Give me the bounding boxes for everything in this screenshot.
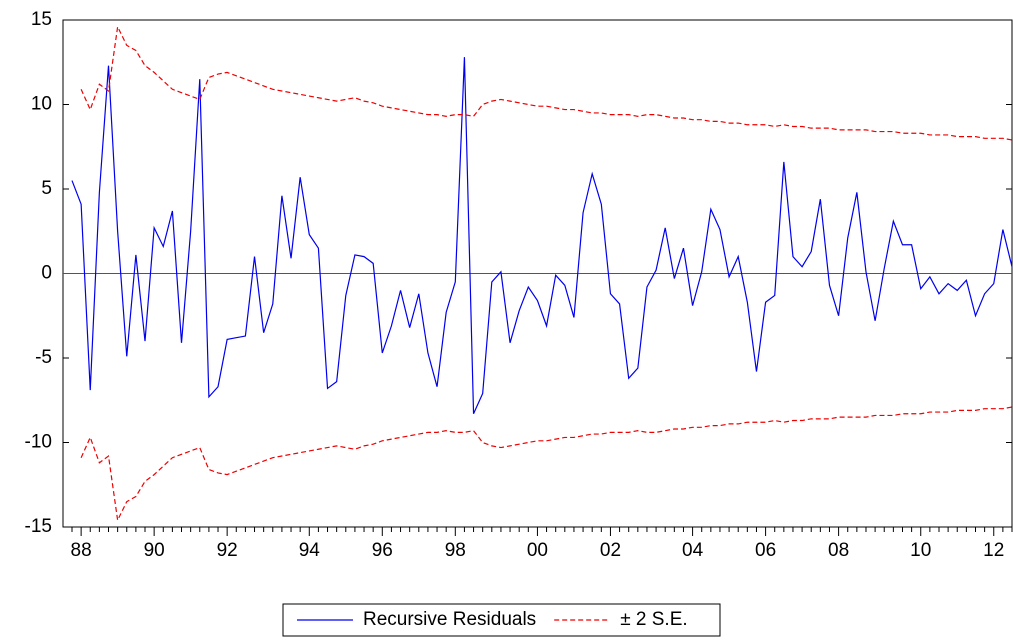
x-tick-label: 06 xyxy=(755,540,776,561)
x-tick-label: 88 xyxy=(71,540,92,561)
x-tick-label: 02 xyxy=(600,540,621,561)
series-line xyxy=(80,406,1013,523)
x-tick-label: 90 xyxy=(144,540,165,561)
x-tick-label: 96 xyxy=(372,540,393,561)
y-tick-label: -10 xyxy=(25,432,52,453)
x-tick-label: 98 xyxy=(445,540,466,561)
y-tick-label: -15 xyxy=(25,516,52,537)
series-line xyxy=(80,24,1013,141)
x-tick-label: 12 xyxy=(983,540,1004,561)
legend-label: Recursive Residuals xyxy=(363,609,536,630)
y-tick-label: -5 xyxy=(35,347,52,368)
legend-label: ± 2 S.E. xyxy=(620,609,687,630)
y-tick-label: 0 xyxy=(41,263,52,284)
x-tick-label: 08 xyxy=(828,540,849,561)
x-tick-label: 10 xyxy=(910,540,931,561)
y-tick-label: 5 xyxy=(41,178,52,199)
y-tick-label: 15 xyxy=(31,9,52,30)
legend-box xyxy=(282,603,721,637)
x-tick-label: 94 xyxy=(299,540,321,561)
x-tick-label: 04 xyxy=(682,540,704,561)
x-tick-label: 92 xyxy=(217,540,238,561)
series-line xyxy=(71,57,1013,415)
x-tick-label: 00 xyxy=(527,540,548,561)
legend: Recursive Residuals ± 2 S.E. xyxy=(282,603,721,637)
y-tick-label: 10 xyxy=(31,94,52,115)
